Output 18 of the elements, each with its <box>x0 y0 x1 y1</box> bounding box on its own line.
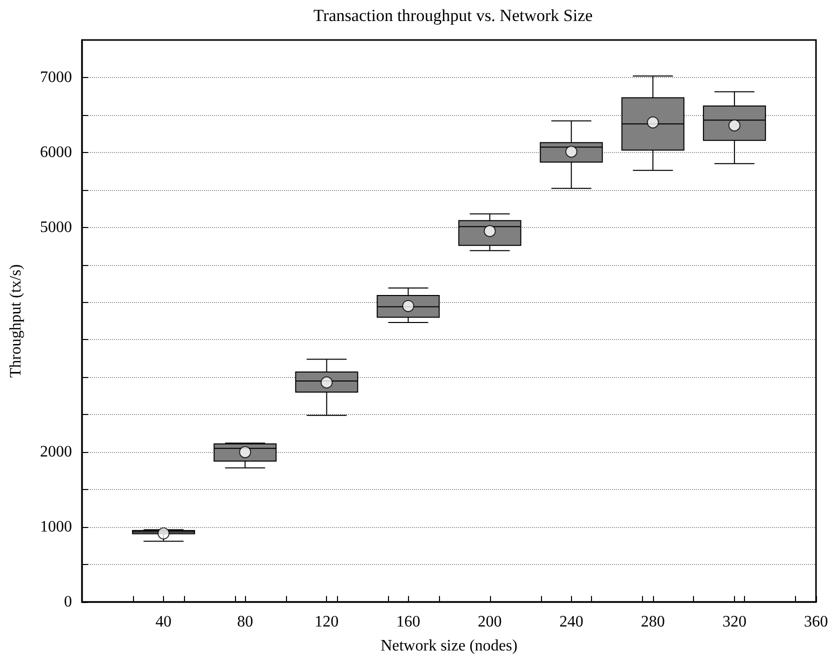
y-tick-label: 7000 <box>40 68 72 86</box>
x-tick-label: 160 <box>396 614 420 630</box>
y-tick-label: 5000 <box>40 218 72 236</box>
x-tick-label: 40 <box>156 614 172 630</box>
y-tick-label: 2000 <box>40 444 72 461</box>
x-tick-label: 240 <box>559 614 584 630</box>
x-axis-title: Network size (nodes) <box>380 638 518 654</box>
x-tick-label: 320 <box>722 614 746 630</box>
chart-title: Transaction throughput vs. Network Size <box>313 6 593 25</box>
y-tick-label: 0 <box>64 594 72 610</box>
y-axis-title: Throughput (tx/s) <box>8 264 24 378</box>
y-tick-label: 1000 <box>40 518 72 536</box>
x-tick-label: 80 <box>237 614 254 630</box>
x-tick-label: 360 <box>804 614 828 630</box>
x-tick-label: 120 <box>314 614 339 630</box>
x-tick-label: 280 <box>640 614 665 630</box>
x-tick-label: 200 <box>478 614 502 630</box>
y-tick-label: 6000 <box>40 144 72 161</box>
